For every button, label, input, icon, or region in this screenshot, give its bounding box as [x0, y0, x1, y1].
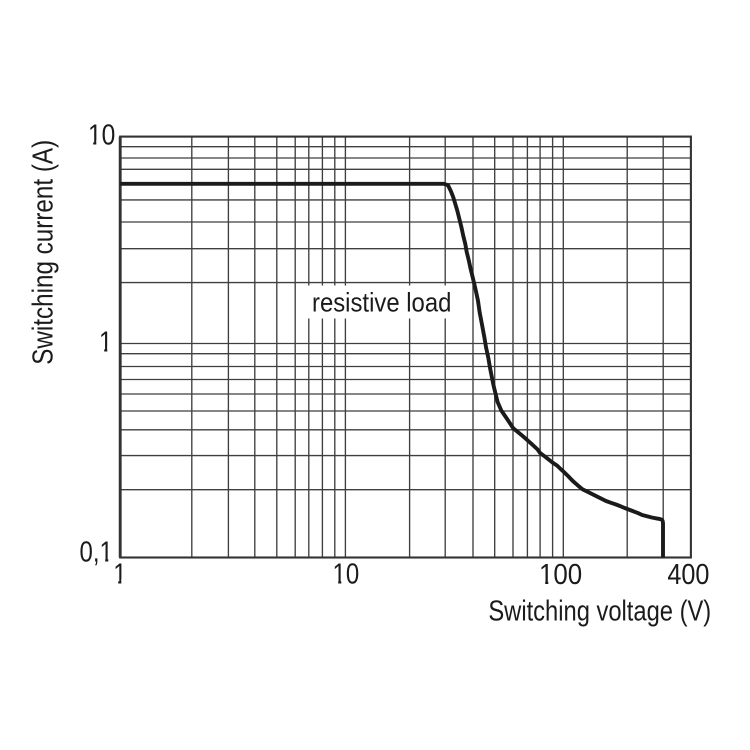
svg-text:100: 100	[539, 558, 582, 590]
svg-text:1: 1	[113, 557, 126, 589]
svg-text:0,1: 0,1	[79, 535, 112, 568]
svg-text:Switching voltage (V): Switching voltage (V)	[488, 594, 711, 627]
svg-text:resistive load: resistive load	[312, 288, 451, 318]
svg-text:1: 1	[99, 325, 112, 357]
svg-text:10: 10	[333, 557, 360, 590]
svg-text:400: 400	[667, 559, 709, 591]
svg-text:Switching current (A): Switching current (A)	[27, 140, 59, 365]
svg-text:10: 10	[88, 119, 115, 151]
